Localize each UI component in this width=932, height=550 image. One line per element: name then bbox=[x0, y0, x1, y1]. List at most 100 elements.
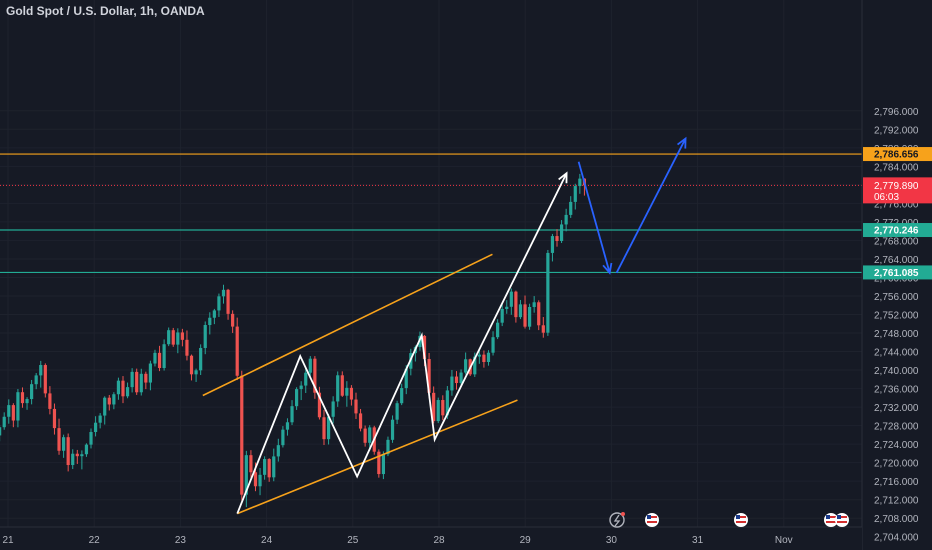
candle-body bbox=[25, 399, 29, 404]
candle-body bbox=[395, 403, 399, 420]
candle-body bbox=[34, 375, 38, 385]
candle-body bbox=[299, 385, 303, 390]
us-flag-icon-stripe bbox=[736, 516, 746, 518]
projection-up[interactable] bbox=[615, 138, 687, 274]
channel-lower[interactable] bbox=[236, 399, 518, 515]
candle-body bbox=[477, 354, 481, 357]
price-tick-label: 2,752.000 bbox=[874, 311, 919, 322]
candle-body bbox=[244, 455, 248, 495]
candle-body bbox=[527, 306, 532, 327]
projection-down-arrowhead bbox=[602, 262, 613, 275]
candle-body bbox=[16, 392, 20, 421]
candle-body bbox=[436, 400, 440, 422]
candle-body bbox=[2, 416, 6, 428]
candle-body bbox=[285, 422, 290, 430]
us-flag-icon-stripe bbox=[826, 521, 836, 523]
candle-body bbox=[57, 428, 61, 451]
candle-body bbox=[281, 429, 285, 446]
us-flag-icon-stripe bbox=[837, 516, 847, 518]
candle-body bbox=[249, 455, 253, 473]
level-label-level-1: 2,770.246 bbox=[874, 226, 919, 237]
candle-body bbox=[336, 375, 340, 402]
last-price-tag[interactable] bbox=[863, 177, 932, 204]
candle-body bbox=[354, 399, 358, 414]
channel-upper[interactable] bbox=[202, 253, 493, 397]
price-tick-label: 2,784.000 bbox=[874, 162, 919, 173]
time-axis[interactable]: 21 22 23 24 25 28 29 30 31 Nov bbox=[0, 526, 862, 550]
us-flag-icon-stripe bbox=[826, 516, 836, 518]
zigzag-arrowhead bbox=[558, 171, 568, 184]
candle-body bbox=[559, 224, 564, 241]
candles bbox=[0, 173, 587, 508]
candle-body bbox=[221, 289, 226, 297]
candle-body bbox=[203, 325, 207, 348]
candle-body bbox=[107, 397, 111, 405]
price-tick-label: 2,736.000 bbox=[874, 385, 919, 396]
candle-body bbox=[103, 397, 107, 416]
price-tick-label: 2,704.000 bbox=[874, 533, 919, 544]
candle-body bbox=[253, 472, 258, 487]
us-flag-icon-canton bbox=[826, 515, 830, 519]
candle-body bbox=[290, 406, 294, 423]
price-tick-label: 2,792.000 bbox=[874, 125, 919, 136]
candle-body bbox=[139, 373, 143, 393]
candle-body bbox=[121, 380, 125, 397]
candle-body bbox=[180, 332, 184, 340]
projection-down[interactable] bbox=[577, 161, 611, 274]
time-tick-label: 22 bbox=[89, 535, 101, 546]
candle-body bbox=[11, 405, 15, 421]
candle-body bbox=[345, 387, 349, 396]
price-tick-label: 2,732.000 bbox=[874, 403, 919, 414]
wave-path[interactable] bbox=[236, 172, 568, 514]
price-tick-label: 2,712.000 bbox=[874, 496, 919, 507]
candle-body bbox=[569, 201, 573, 215]
candle-body bbox=[84, 444, 89, 455]
candle-body bbox=[418, 335, 422, 348]
candle-body bbox=[317, 392, 322, 418]
candle-body bbox=[20, 392, 25, 404]
candle-body bbox=[30, 384, 34, 400]
lightning-icon[interactable] bbox=[609, 512, 625, 528]
candle-body bbox=[272, 456, 276, 478]
candle-body bbox=[313, 358, 317, 393]
level-tag-level-2[interactable] bbox=[863, 265, 932, 280]
level-label-level-2: 2,761.085 bbox=[874, 268, 919, 279]
candle-body bbox=[400, 388, 404, 404]
candle-body bbox=[231, 313, 235, 327]
candle-body bbox=[112, 394, 116, 405]
candle-body bbox=[71, 453, 75, 466]
candle-body bbox=[509, 291, 513, 307]
candle-body bbox=[294, 389, 299, 407]
level-tag-level-1[interactable] bbox=[863, 223, 932, 238]
candle-body bbox=[404, 368, 408, 389]
candle-body bbox=[518, 304, 523, 318]
candle-body bbox=[564, 214, 568, 225]
us-flag-icon-canton bbox=[736, 515, 740, 519]
candle-body bbox=[157, 352, 162, 369]
candle-body bbox=[226, 289, 230, 314]
candle-body bbox=[555, 236, 559, 241]
candle-body bbox=[514, 291, 518, 318]
us-flag-icon-canton bbox=[647, 515, 651, 519]
candle-body bbox=[130, 371, 134, 388]
price-tick-label: 2,708.000 bbox=[874, 514, 919, 525]
level-tag-resistance[interactable] bbox=[863, 147, 932, 162]
candle-body bbox=[505, 306, 509, 309]
time-tick-label: 23 bbox=[175, 535, 187, 546]
candle-body bbox=[185, 339, 189, 356]
candle-body bbox=[340, 375, 344, 396]
chart-title: Gold Spot / U.S. Dollar, 1h, OANDA bbox=[6, 4, 205, 18]
candle-body bbox=[500, 308, 504, 323]
us-flag-icon-stripe bbox=[647, 516, 657, 518]
candle-body bbox=[162, 344, 166, 369]
price-tick-label: 2,796.000 bbox=[874, 107, 919, 118]
candle-body bbox=[491, 337, 495, 353]
candle-body bbox=[98, 415, 102, 423]
countdown-label: 06:03 bbox=[874, 192, 899, 203]
candle-body bbox=[473, 356, 477, 375]
candle-body bbox=[125, 387, 130, 397]
candle-body bbox=[61, 437, 66, 451]
price-axis[interactable]: 2,796.0002,792.0002,788.0002,784.0002,78… bbox=[861, 0, 932, 550]
